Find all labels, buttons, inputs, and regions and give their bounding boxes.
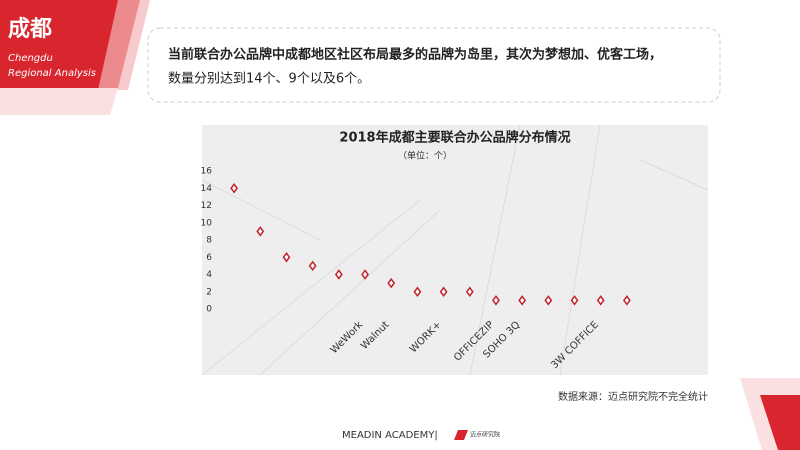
callout-text: 数量分别达到14个、9个以及6个。 [168, 72, 370, 87]
marker [256, 226, 265, 237]
marker [387, 277, 396, 289]
chart-subtitle: （单位：个） [398, 150, 452, 162]
marker [439, 286, 448, 297]
y-tick-label: 8 [206, 236, 212, 246]
marker [492, 295, 500, 306]
marker [230, 183, 239, 194]
y-tick-label: 0 [206, 305, 212, 315]
background-decor [201, 124, 709, 376]
source: 数据来源：迈点研究院不完全统计 [558, 390, 708, 403]
y-tick-label: 10 [201, 218, 213, 228]
header-decor [98, 0, 150, 90]
header-subtitle: Chengdu [8, 53, 53, 64]
corner-decor [760, 395, 800, 450]
marker [596, 295, 605, 306]
y-tick-label: 14 [201, 184, 213, 194]
chart-background [202, 125, 708, 375]
marker [518, 295, 527, 306]
y-tick-label: 4 [206, 270, 212, 280]
marker [544, 295, 553, 306]
marker [361, 269, 369, 280]
y-tick-label: 12 [201, 201, 212, 211]
y-tick-label: 16 [201, 167, 213, 177]
header-subtitle: Regional Analysis [8, 68, 96, 79]
marker [570, 295, 579, 306]
footer-brand: MEADIN ACADEMY| [342, 430, 438, 441]
callout-box [147, 27, 721, 103]
marker [308, 260, 317, 272]
header-decor [0, 88, 118, 115]
callout-text: 当前联合办公品牌中成都地区社区布局最多的品牌为岛里，其次为梦想加、优客工场， [168, 47, 662, 63]
header-title: 成都 [8, 17, 52, 42]
marker [334, 269, 343, 280]
logo-icon [454, 430, 468, 440]
chart-title: 2018年成都主要联合办公品牌分布情况 [339, 130, 570, 146]
y-tick-label: 2 [206, 287, 212, 297]
marker [622, 295, 631, 306]
marker [413, 286, 422, 297]
y-tick-label: 6 [206, 253, 212, 263]
footer-logo: 迈点研究院 [470, 431, 500, 439]
marker [282, 252, 291, 263]
marker [465, 286, 474, 297]
